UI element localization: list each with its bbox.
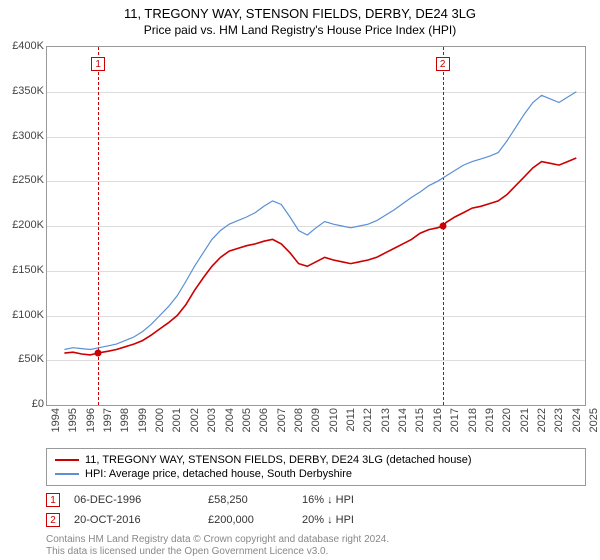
sale-date: 06-DEC-1996 (74, 494, 194, 506)
x-tick-label: 2020 (501, 408, 513, 432)
series-hpi (64, 92, 576, 350)
x-tick-label: 2024 (571, 408, 583, 432)
legend-item: 11, TREGONY WAY, STENSON FIELDS, DERBY, … (55, 453, 577, 467)
attribution-line1: Contains HM Land Registry data © Crown c… (46, 534, 389, 546)
y-tick-label: £400K (12, 40, 44, 52)
x-tick-label: 1999 (137, 408, 149, 432)
sales-table: 1 06-DEC-1996 £58,250 16% ↓ HPI 2 20-OCT-2016… (46, 490, 586, 530)
attribution-line2: This data is licensed under the Open Gov… (46, 546, 389, 558)
x-tick-label: 2016 (432, 408, 444, 432)
x-tick-label: 1994 (50, 408, 62, 432)
x-tick-label: 2011 (345, 408, 357, 432)
sale-pct: 20% ↓ HPI (302, 514, 382, 526)
x-tick-label: 2007 (276, 408, 288, 432)
chart-title: 11, TREGONY WAY, STENSON FIELDS, DERBY, … (0, 0, 600, 21)
x-tick-label: 2022 (536, 408, 548, 432)
y-tick-label: £150K (12, 264, 44, 276)
x-tick-label: 1996 (85, 408, 97, 432)
legend-item: HPI: Average price, detached house, Sout… (55, 467, 577, 481)
x-tick-label: 2018 (467, 408, 479, 432)
sale-row: 2 20-OCT-2016 £200,000 20% ↓ HPI (46, 510, 586, 530)
x-tick-label: 2009 (310, 408, 322, 432)
x-tick-label: 2003 (206, 408, 218, 432)
legend-swatch (55, 459, 79, 461)
sale-marker: 1 (46, 493, 60, 507)
y-tick-label: £350K (12, 85, 44, 97)
sale-price: £58,250 (208, 494, 288, 506)
sale-marker: 2 (46, 513, 60, 527)
x-tick-label: 2015 (414, 408, 426, 432)
plot-area: 12 (46, 46, 586, 406)
x-tick-label: 2012 (362, 408, 374, 432)
x-tick-label: 2002 (189, 408, 201, 432)
legend-label: HPI: Average price, detached house, Sout… (85, 468, 352, 480)
x-tick-label: 2008 (293, 408, 305, 432)
sale-row: 1 06-DEC-1996 £58,250 16% ↓ HPI (46, 490, 586, 510)
chart-container: 11, TREGONY WAY, STENSON FIELDS, DERBY, … (0, 0, 600, 560)
line-plot (47, 47, 585, 405)
legend: 11, TREGONY WAY, STENSON FIELDS, DERBY, … (46, 448, 586, 486)
y-tick-label: £300K (12, 130, 44, 142)
chart-subtitle: Price paid vs. HM Land Registry's House … (0, 21, 600, 37)
x-tick-label: 2013 (380, 408, 392, 432)
x-tick-label: 2021 (519, 408, 531, 432)
legend-label: 11, TREGONY WAY, STENSON FIELDS, DERBY, … (85, 454, 472, 466)
x-tick-label: 2004 (224, 408, 236, 432)
series-price_paid (64, 158, 576, 355)
x-tick-label: 1997 (102, 408, 114, 432)
x-tick-label: 2014 (397, 408, 409, 432)
sale-date: 20-OCT-2016 (74, 514, 194, 526)
x-tick-label: 2005 (241, 408, 253, 432)
x-tick-label: 2001 (171, 408, 183, 432)
x-tick-label: 2019 (484, 408, 496, 432)
x-tick-label: 2006 (258, 408, 270, 432)
x-tick-label: 1995 (67, 408, 79, 432)
x-tick-label: 2010 (328, 408, 340, 432)
y-tick-label: £250K (12, 174, 44, 186)
y-tick-label: £50K (18, 353, 44, 365)
x-tick-label: 1998 (119, 408, 131, 432)
attribution: Contains HM Land Registry data © Crown c… (46, 534, 389, 558)
sale-price: £200,000 (208, 514, 288, 526)
x-tick-label: 2025 (588, 408, 600, 432)
sale-pct: 16% ↓ HPI (302, 494, 382, 506)
x-tick-label: 2023 (553, 408, 565, 432)
x-tick-label: 2000 (154, 408, 166, 432)
x-tick-label: 2017 (449, 408, 461, 432)
y-tick-label: £0 (32, 398, 44, 410)
y-tick-label: £100K (12, 309, 44, 321)
y-tick-label: £200K (12, 219, 44, 231)
legend-swatch (55, 473, 79, 475)
